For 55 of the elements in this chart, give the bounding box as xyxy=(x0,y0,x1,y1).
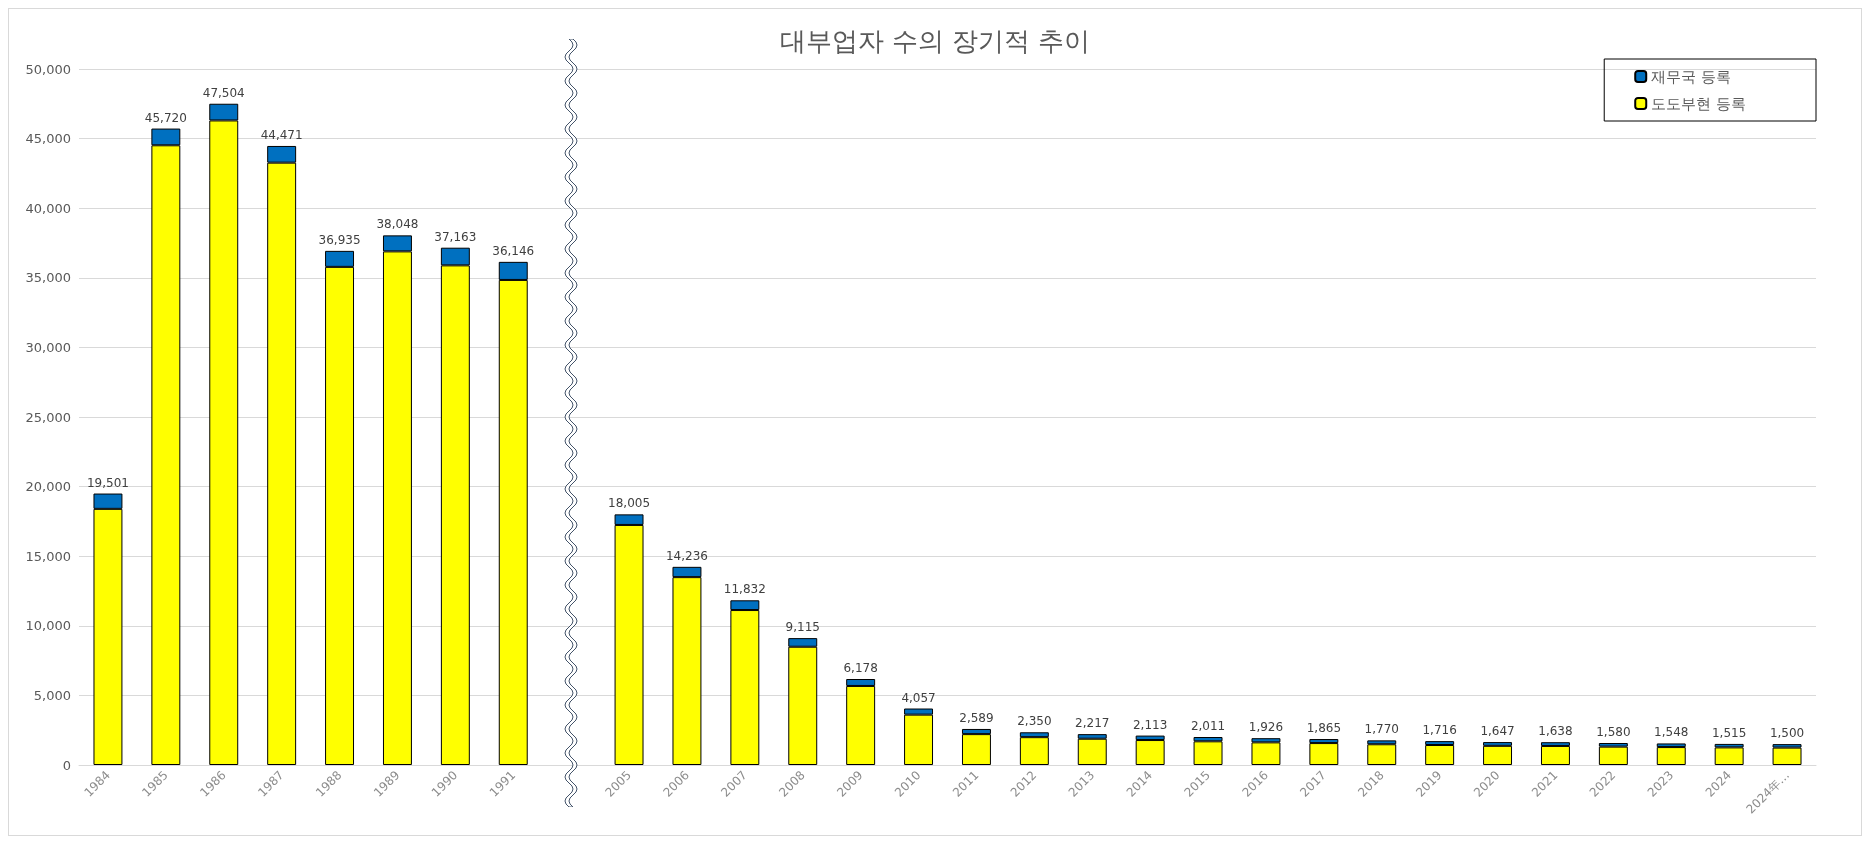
bar xyxy=(1483,745,1513,765)
total-label: 2,113 xyxy=(1132,717,1168,732)
total-label: 1,580 xyxy=(1596,725,1631,740)
total-label: 1,500 xyxy=(1769,726,1805,741)
y-tick-label: 5,000 xyxy=(33,687,71,703)
bar xyxy=(1656,747,1686,765)
total-label: 2,589 xyxy=(959,710,994,725)
bar xyxy=(1251,742,1281,765)
y-tick-label: 20,000 xyxy=(25,479,71,495)
legend-label: 도도부현 등록 xyxy=(1651,94,1747,113)
chart-title: 대부업자 수의 장기적 추이 xyxy=(779,26,1091,56)
y-tick-label: 50,000 xyxy=(25,61,71,77)
total-label: 14,236 xyxy=(665,548,708,563)
total-label: 1,638 xyxy=(1538,724,1573,739)
total-label: 1,770 xyxy=(1364,722,1399,737)
total-label: 2,350 xyxy=(1017,714,1052,729)
total-label: 1,647 xyxy=(1480,724,1515,739)
y-tick-label: 35,000 xyxy=(25,270,71,286)
total-label: 1,515 xyxy=(1711,725,1747,740)
bar xyxy=(1540,745,1570,765)
bar xyxy=(1425,745,1455,765)
total-label: 45,720 xyxy=(144,110,187,125)
bar xyxy=(1367,744,1397,765)
total-label: 1,548 xyxy=(1654,725,1689,740)
y-tick-label: 10,000 xyxy=(25,618,71,634)
bar xyxy=(1598,746,1628,765)
total-label: 44,471 xyxy=(260,127,303,142)
total-label: 4,057 xyxy=(901,690,936,705)
y-tick-label: 45,000 xyxy=(25,131,71,147)
total-label: 1,865 xyxy=(1306,721,1342,736)
bar xyxy=(1077,738,1107,765)
total-label: 47,504 xyxy=(202,85,245,100)
total-label: 2,217 xyxy=(1075,716,1110,731)
total-label: 1,926 xyxy=(1248,720,1284,735)
y-tick-label: 0 xyxy=(62,757,71,773)
total-label: 9,115 xyxy=(785,620,820,635)
bar xyxy=(1772,747,1802,765)
total-label: 36,146 xyxy=(492,243,535,258)
y-tick-label: 15,000 xyxy=(25,548,71,564)
bar xyxy=(1714,747,1744,765)
total-label: 11,832 xyxy=(723,582,766,597)
total-label: 2,011 xyxy=(1190,719,1226,734)
total-label: 6,178 xyxy=(843,661,878,675)
total-label: 37,163 xyxy=(434,229,477,244)
y-tick-label: 40,000 xyxy=(25,200,71,216)
legend-label: 재무국 등록 xyxy=(1651,67,1732,86)
bar xyxy=(1193,741,1223,765)
total-label: 18,005 xyxy=(608,496,651,511)
bar xyxy=(1309,743,1339,765)
total-label: 19,501 xyxy=(86,475,129,490)
total-label: 36,935 xyxy=(318,232,361,247)
y-tick-label: 30,000 xyxy=(25,339,71,355)
total-label: 38,048 xyxy=(376,217,419,232)
y-tick-label: 25,000 xyxy=(25,409,71,425)
total-label: 1,716 xyxy=(1422,723,1457,738)
